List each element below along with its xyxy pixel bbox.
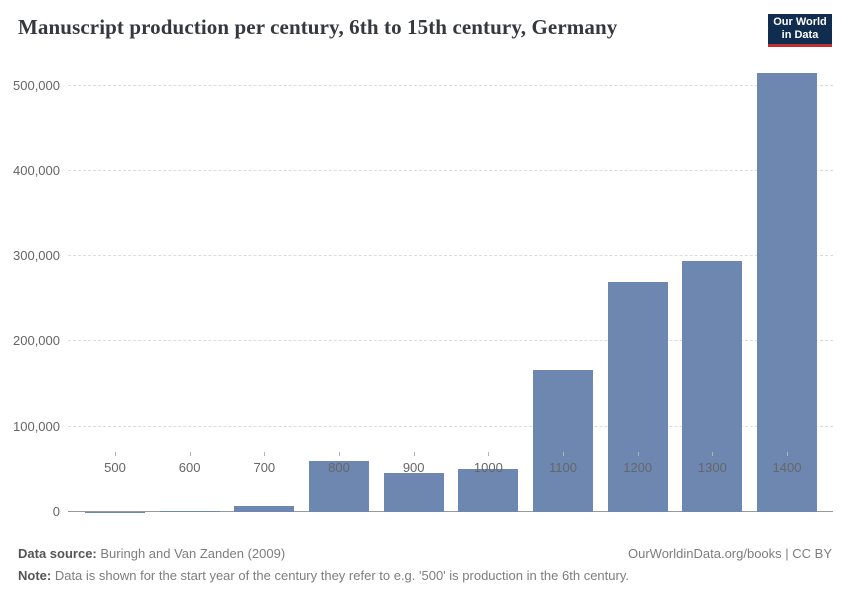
bar-1300[interactable]	[682, 261, 743, 512]
data-source-label: Data source:	[18, 546, 97, 561]
x-axis-label-1100: 1100	[549, 460, 577, 475]
owid-logo-line2: in Data	[781, 29, 819, 41]
y-axis-label-500000: 500,000	[13, 77, 60, 93]
gridline-200000	[68, 340, 833, 342]
bar-1100[interactable]	[533, 369, 594, 512]
x-tick-1400	[787, 452, 789, 456]
note-label: Note:	[18, 568, 52, 583]
bar-800[interactable]	[309, 461, 369, 512]
x-axis-label-1200: 1200	[623, 460, 653, 475]
x-axis-label-600: 600	[178, 460, 201, 475]
bar-900[interactable]	[383, 472, 444, 512]
note-line: Note: Data is shown for the start year o…	[18, 568, 832, 584]
footer: Data source: Buringh and Van Zanden (200…	[18, 546, 832, 584]
x-tick-700	[264, 452, 266, 456]
x-tick-1200	[637, 452, 639, 456]
y-axis-label-200000: 200,000	[13, 333, 60, 349]
plot-area	[68, 60, 833, 512]
bar-700[interactable]	[234, 505, 295, 512]
y-axis-label-400000: 400,000	[13, 162, 60, 178]
bar-1400[interactable]	[757, 73, 818, 512]
chart-title: Manuscript production per century, 6th t…	[18, 15, 618, 39]
data-source-value: Buringh and Van Zanden (2009)	[96, 546, 286, 561]
gridline-400000	[68, 169, 833, 171]
gridline-300000	[68, 255, 833, 257]
y-axis-label-300000: 300,000	[13, 248, 60, 264]
x-axis-label-800: 800	[328, 460, 350, 475]
bar-600[interactable]	[159, 511, 220, 512]
note-value: Data is shown for the start year of the …	[51, 568, 629, 583]
bar-1000[interactable]	[458, 469, 519, 512]
x-tick-1100	[563, 452, 565, 456]
x-axis-label-500: 500	[104, 460, 126, 475]
credit-link[interactable]: OurWorldinData.org/books | CC BY	[628, 546, 832, 561]
owid-logo[interactable]: Our World in Data	[768, 14, 832, 47]
bar-1200[interactable]	[607, 281, 668, 512]
x-axis-label-1400: 1400	[772, 460, 802, 475]
x-axis-label-700: 700	[253, 460, 276, 475]
x-tick-1000	[488, 452, 490, 456]
x-axis-line	[68, 511, 833, 512]
y-axis-label-100000: 100,000	[13, 418, 60, 434]
owid-logo-line1: Our World	[773, 16, 827, 28]
gridline-100000	[68, 425, 833, 427]
x-axis-label-1000: 1000	[473, 460, 503, 475]
x-axis-label-900: 900	[402, 460, 425, 475]
x-tick-1300	[712, 452, 714, 456]
x-axis-label-1300: 1300	[697, 460, 727, 475]
x-tick-600	[189, 452, 191, 456]
data-source-line: Data source: Buringh and Van Zanden (200…	[18, 546, 285, 562]
x-tick-800	[339, 452, 340, 456]
x-tick-900	[413, 452, 415, 456]
x-tick-500	[115, 452, 116, 456]
y-axis-label-0: 0	[52, 504, 60, 519]
gridline-500000	[68, 84, 833, 86]
